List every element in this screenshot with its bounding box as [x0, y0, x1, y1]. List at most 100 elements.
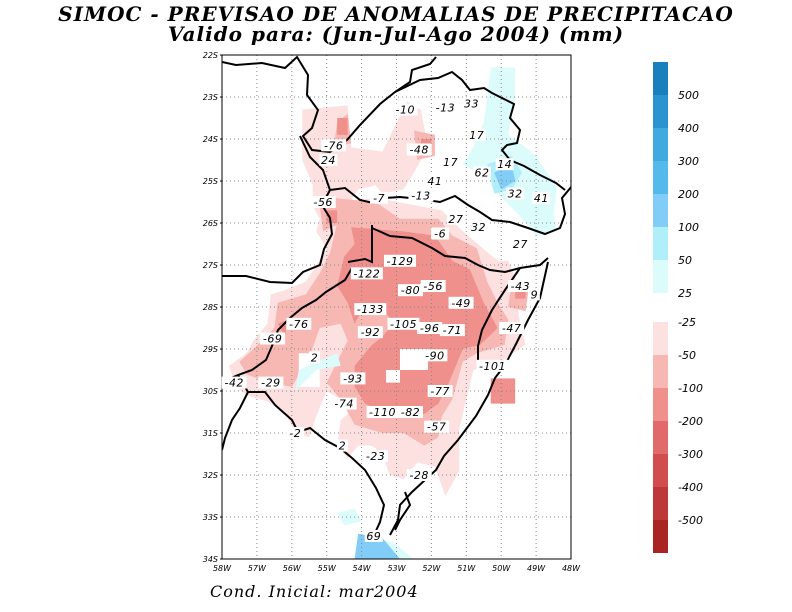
- anomaly-value: -13: [411, 190, 430, 203]
- lon-label: 51W: [457, 564, 476, 573]
- anomaly-value: -77: [430, 385, 449, 398]
- value-label-bg: [357, 326, 383, 339]
- colorbar-label: -400: [678, 481, 703, 494]
- lat-label: 28S: [203, 303, 218, 312]
- anomaly-value-labels: -10 -13 33 17 -76 -48 24 17 14 62 41 32 41 -56 -7 -13 27…: [221, 97, 551, 543]
- value-label-bg: [354, 303, 387, 316]
- value-label-bg: [406, 143, 432, 156]
- value-label-bg: [417, 322, 443, 334]
- anomaly-value: -101: [479, 360, 506, 373]
- lon-label: 56W: [283, 564, 302, 573]
- anomaly-value: 32: [508, 188, 523, 201]
- anomaly-value: -43: [511, 280, 530, 293]
- value-label-bg: [473, 166, 492, 179]
- value-label-bg: [321, 139, 347, 152]
- anomaly-value: 14: [497, 158, 512, 171]
- lat-label: 34S: [203, 555, 218, 564]
- colorbar-label: 50: [678, 254, 692, 267]
- lat-label: 23S: [203, 93, 218, 102]
- anomaly-value: -56: [423, 280, 442, 293]
- anomaly-value: -133: [357, 303, 384, 316]
- anomaly-value: 69: [366, 530, 381, 543]
- value-label-bg: [392, 103, 418, 116]
- value-label-bg: [439, 324, 465, 337]
- anomaly-value: -76: [324, 139, 343, 152]
- anomaly-value: -13: [436, 102, 455, 115]
- value-label-bg: [387, 317, 420, 330]
- map-subtitle: Valido para: (Jun-Jul-Ago 2004) (mm): [167, 22, 625, 46]
- lon-label: 52W: [422, 564, 441, 573]
- value-label-bg: [308, 351, 320, 364]
- anomaly-value: -96: [420, 322, 439, 335]
- anomaly-value: -90: [425, 349, 444, 362]
- anomaly-value: -10: [395, 104, 414, 117]
- value-label-bg: [286, 427, 305, 439]
- lat-label: 25S: [203, 177, 218, 186]
- value-label-bg: [370, 191, 389, 204]
- colorbar-label: 100: [678, 221, 699, 234]
- colorbar-label: -100: [678, 382, 703, 395]
- colorbar-swatch-positive: [653, 194, 668, 227]
- lat-label: 29S: [203, 345, 218, 354]
- anomaly-value: -2: [289, 427, 301, 440]
- anomaly-value: -93: [343, 372, 362, 385]
- value-label-bg: [469, 221, 488, 234]
- anomaly-value: -76: [289, 318, 308, 331]
- lat-label: 33S: [203, 513, 218, 522]
- anomaly-value: -82: [401, 406, 420, 419]
- value-label-bg: [431, 227, 450, 240]
- value-label-bg: [366, 406, 399, 418]
- value-label-bg: [310, 196, 336, 208]
- value-label-bg: [499, 322, 525, 334]
- value-label-bg: [441, 156, 460, 169]
- value-label-bg: [397, 284, 423, 297]
- value-label-bg: [286, 317, 312, 330]
- colorbar-legend: 500 400 300 200 100 50 25 -25 -50 -100 -200 -300 -40…: [653, 62, 703, 553]
- anomaly-value: -122: [353, 267, 380, 280]
- colorbar-label: -50: [678, 349, 696, 362]
- anomaly-value: -23: [366, 450, 385, 463]
- value-label-bg: [424, 420, 450, 433]
- latitude-labels: 22S 23S 24S 25S 26S 27S 28S 29S 30S 31S 32S 33S 34S: [203, 51, 222, 564]
- colorbar-swatch-negative: [653, 520, 668, 553]
- anomaly-value: -6: [434, 228, 446, 241]
- colorbar-label: 400: [678, 122, 699, 135]
- lon-label: 49W: [527, 564, 546, 573]
- colorbar-label: -300: [678, 448, 703, 461]
- colorbar-swatch-positive: [653, 161, 668, 194]
- colorbar-label: 500: [678, 89, 699, 102]
- colorbar-swatch-negative: [653, 454, 668, 487]
- colorbar-label: -500: [678, 514, 703, 527]
- anomaly-value: 24: [321, 154, 336, 167]
- colorbar-swatch-positive: [653, 260, 668, 293]
- anomaly-value: -48: [409, 144, 428, 157]
- anomaly-value: 27: [448, 213, 463, 226]
- colorbar-swatch-negative: [653, 421, 668, 454]
- value-label-bg: [319, 154, 338, 166]
- colorbar-swatch-positive: [653, 62, 668, 95]
- colorbar-label: -200: [678, 415, 703, 428]
- lon-label: 58W: [213, 564, 232, 573]
- anomaly-value: 17: [443, 156, 458, 169]
- lon-label: 50W: [492, 564, 511, 573]
- anomaly-value: -80: [401, 284, 420, 297]
- value-label-bg: [364, 529, 383, 542]
- value-label-bg: [476, 359, 509, 372]
- anomaly-value: 41: [534, 192, 549, 205]
- value-label-bg: [528, 288, 540, 301]
- anomaly-value: -28: [409, 469, 428, 482]
- anomaly-value: 33: [464, 97, 479, 110]
- colorbar-label: 300: [678, 155, 699, 168]
- anomaly-value: -92: [361, 326, 380, 339]
- anomaly-value: -105: [390, 318, 417, 331]
- value-label-bg: [258, 376, 284, 389]
- colorbar-swatch-negative: [653, 322, 668, 355]
- anomaly-value: 9: [531, 288, 539, 301]
- anomaly-value: -74: [334, 398, 353, 411]
- anomaly-value: 27: [513, 238, 528, 251]
- colorbar-swatch-negative: [653, 355, 668, 388]
- anomaly-value: 2: [311, 351, 319, 364]
- anomaly-value: -56: [313, 196, 332, 209]
- colorbar-label: -25: [678, 316, 696, 329]
